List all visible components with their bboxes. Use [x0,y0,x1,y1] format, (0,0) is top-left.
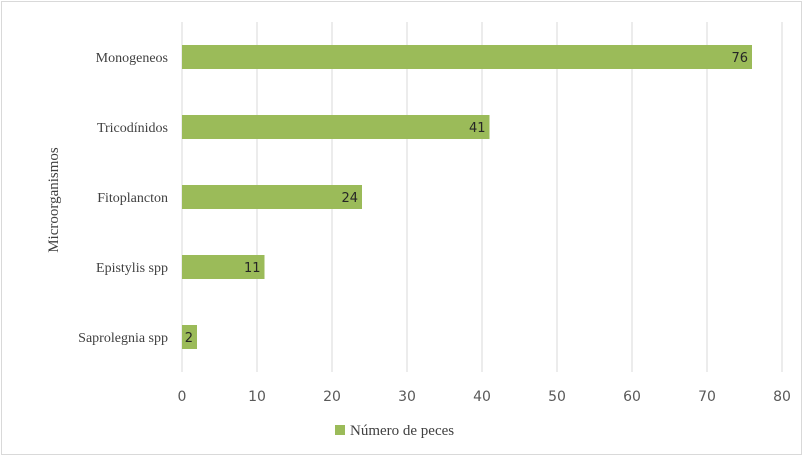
legend-swatch [335,425,345,435]
category-label: Saprolegnia spp [78,331,168,346]
bar [182,115,490,139]
data-label: 41 [469,121,486,136]
data-label: 2 [185,331,193,346]
category-label: Tricodínidos [97,121,168,136]
category-label: Monogeneos [96,51,168,66]
bars: 76 41 24 11 2 [182,45,752,349]
category-label: Epistylis spp [96,261,168,276]
x-tick-label: 30 [398,389,416,405]
gridlines [181,22,783,372]
bar [182,185,362,209]
y-axis-title: Microorganismos [46,147,62,253]
x-tick-label: 10 [248,389,266,405]
bar [182,255,265,279]
x-tick-labels: 0 10 20 30 40 50 60 70 80 [178,389,791,405]
category-labels: Monogeneos Tricodínidos Fitoplancton Episty… [78,51,168,346]
bar [182,45,752,69]
data-label: 76 [731,51,748,66]
legend: Número de peces [335,423,454,439]
category-label: Fitoplancton [97,191,168,206]
x-tick-label: 70 [698,389,716,405]
x-tick-label: 40 [473,389,491,405]
legend-label: Número de peces [350,423,454,439]
data-label: 11 [244,261,261,276]
x-tick-label: 60 [623,389,641,405]
x-tick-label: 20 [323,389,341,405]
bar [182,325,197,349]
x-tick-label: 80 [773,389,791,405]
data-label: 24 [341,191,358,206]
x-tick-label: 50 [548,389,566,405]
x-tick-label: 0 [178,389,187,405]
